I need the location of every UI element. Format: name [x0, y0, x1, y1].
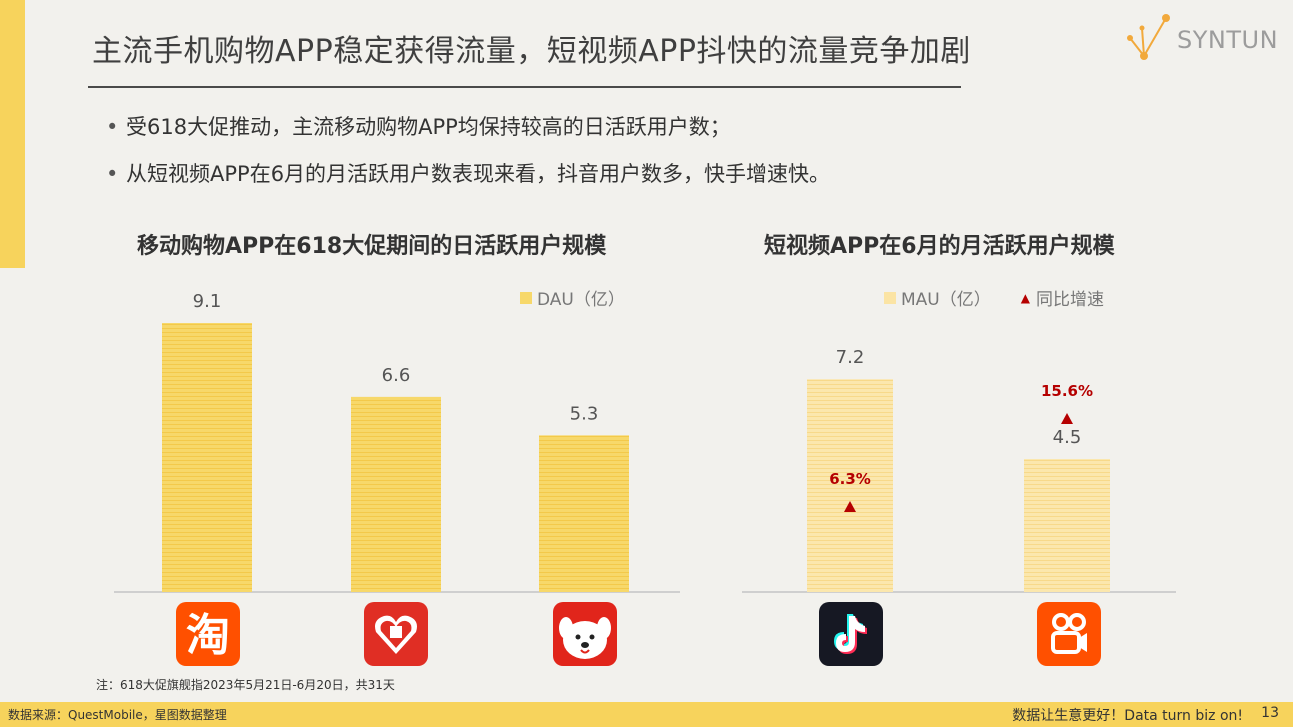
- bar-charts: 9.1 6.6 5.3 7.2 6.3% 4.5 15.6%: [114, 291, 1176, 593]
- bar-douyin-app: [807, 379, 893, 592]
- value-label-kuaishou-app: 4.5: [1053, 427, 1082, 448]
- growth-label-kuaishou-app: 15.6%: [1041, 382, 1093, 400]
- bar-jd-app: [539, 435, 629, 592]
- legend-swatch: [520, 291, 532, 304]
- title-underline: [88, 86, 961, 88]
- legend-mau: MAU（亿） ▲ 同比增速: [884, 285, 1104, 310]
- value-label-taobao-app: 9.1: [193, 291, 222, 312]
- kuaishou-app-icon: [1037, 602, 1101, 666]
- growth-label-douyin-app: 6.3%: [829, 470, 871, 488]
- legend-growth-label: 同比增速: [1035, 290, 1104, 310]
- page-title: 主流手机购物APP稳定获得流量，短视频APP抖快的流量竞争加剧: [92, 34, 971, 69]
- shopping-bars: 9.1 6.6 5.3: [162, 291, 629, 592]
- chart-title-video: 短视频APP在6月的月活跃用户规模: [764, 234, 1115, 259]
- value-label-douyin-app: 7.2: [836, 347, 865, 368]
- svg-text:淘: 淘: [186, 610, 230, 661]
- chart-title-shopping: 移动购物APP在618大促期间的日活跃用户规模: [137, 234, 607, 259]
- growth-marker-douyin-app: [844, 501, 856, 512]
- bullet-marker: •: [106, 162, 119, 186]
- legend-swatch: [884, 291, 896, 304]
- footer-bar: [0, 702, 1293, 727]
- footer-slogan: 数据让生意更好！Data turn biz on!: [1012, 708, 1243, 724]
- taobao-app-icon: 淘: [176, 602, 240, 666]
- pinduoduo-app-icon: [364, 602, 428, 666]
- legend-label: DAU（亿）: [537, 290, 625, 310]
- legend-dau: DAU（亿）: [520, 285, 625, 310]
- douyin-app-icon: [819, 602, 883, 666]
- jd-app-icon: [553, 602, 617, 666]
- growth-triangle-icon: ▲: [1020, 290, 1030, 305]
- bar-kuaishou-app: [1024, 458, 1110, 592]
- growth-marker-kuaishou-app: [1061, 413, 1073, 424]
- legend-label: MAU（亿）: [901, 290, 991, 310]
- value-label-pinduoduo-app: 6.6: [382, 365, 411, 386]
- value-label-jd-app: 5.3: [570, 403, 599, 424]
- bar-pinduoduo-app: [351, 396, 441, 592]
- bullet-text: 受618大促推动，主流移动购物APP均保持较高的日活跃用户数；: [126, 115, 731, 139]
- syntun-logo: SYNTUN: [1122, 10, 1282, 66]
- bar-taobao-app: [162, 323, 252, 592]
- bullet-1: • 受618大促推动，主流移动购物APP均保持较高的日活跃用户数；: [106, 111, 731, 141]
- bullet-text: 从短视频APP在6月的月活跃用户数表现来看，抖音用户数多，快手增速快。: [126, 162, 831, 186]
- footnote: 注：618大促旗舰指2023年5月21日-6月20日，共31天: [96, 678, 395, 692]
- video-bars: 7.2 6.3% 4.5 15.6%: [807, 347, 1110, 592]
- data-source: 数据来源：QuestMobile，星图数据整理: [8, 708, 227, 722]
- logo-text: SYNTUN: [1177, 26, 1279, 54]
- page-number: 13: [1261, 705, 1279, 721]
- logo-mark-icon: [1127, 14, 1170, 60]
- bullet-marker: •: [106, 115, 119, 139]
- bullet-2: • 从短视频APP在6月的月活跃用户数表现来看，抖音用户数多，快手增速快。: [106, 158, 830, 188]
- left-accent-bar: [0, 0, 25, 268]
